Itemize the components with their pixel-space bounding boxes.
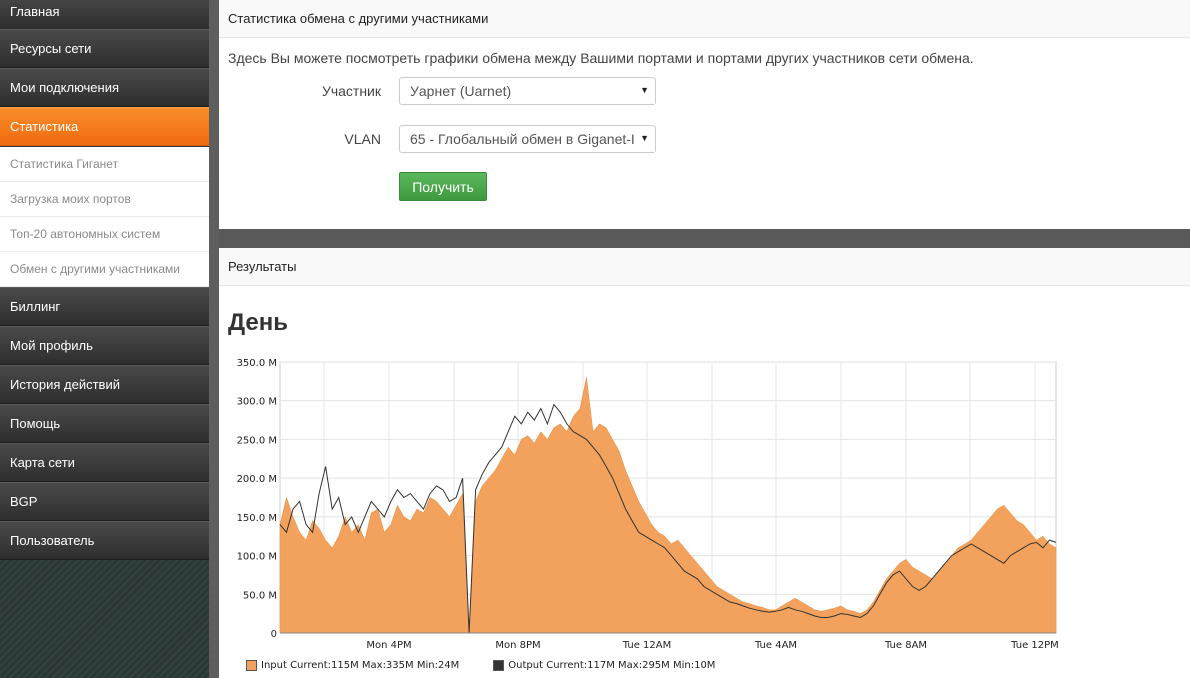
- y-tick-label: 350.0 M: [237, 358, 277, 369]
- sidebar-item-lower-5[interactable]: BGP: [0, 482, 209, 521]
- sidebar-item-0[interactable]: Главная: [0, 0, 209, 31]
- exchange-stats-panel: Статистика обмена с другими участниками …: [219, 0, 1190, 229]
- results-panel: Результаты День 350.0 M 300.0 M 250.0 M 200…: [219, 248, 1190, 678]
- traffic-chart: 350.0 M 300.0 M 250.0 M 200.0 M 150.0 M 100.0…: [228, 354, 1068, 678]
- input-legend-swatch: [246, 660, 257, 671]
- sidebar-item-2[interactable]: Мои подключения: [0, 68, 209, 107]
- submit-button[interactable]: Получить: [399, 172, 487, 201]
- vlan-select-value: 65 - Глобальный обмен в Giganet-I: [410, 131, 635, 147]
- sidebar-item-3[interactable]: Статистика: [0, 107, 209, 146]
- sidebar-item-lower-6[interactable]: Пользователь: [0, 521, 209, 560]
- sidebar: Главная Ресурсы сети Мои подключения Статис…: [0, 0, 209, 678]
- sidebar-subitem-1[interactable]: Загрузка моих портов: [0, 182, 209, 217]
- chevron-down-icon: ▼: [640, 85, 649, 95]
- chart-legend: Input Current:115M Max:335M Min:24M Outp…: [246, 660, 725, 671]
- y-tick-label: 100.0 M: [237, 552, 277, 563]
- x-tick-label: Tue 12PM: [1010, 640, 1059, 651]
- participant-select-value: Уарнет (Uarnet): [410, 83, 512, 99]
- y-tick-label: 50.0 M: [243, 590, 277, 601]
- traffic-chart-svg: 350.0 M 300.0 M 250.0 M 200.0 M 150.0 M 100.0…: [237, 358, 1059, 651]
- x-tick-label: Mon 8PM: [495, 640, 540, 651]
- sidebar-item-1[interactable]: Ресурсы сети: [0, 29, 209, 68]
- panel-title: Статистика обмена с другими участниками: [219, 0, 1190, 38]
- sidebar-item-lower-2[interactable]: История действий: [0, 365, 209, 404]
- x-tick-label: Tue 4AM: [754, 640, 797, 651]
- sidebar-subitem-0[interactable]: Статистика Гиганет: [0, 147, 209, 182]
- vlan-select[interactable]: 65 - Глобальный обмен в Giganet-I ▼: [399, 125, 656, 153]
- y-tick-label: 250.0 M: [237, 435, 277, 446]
- sidebar-subitem-2[interactable]: Топ-20 автономных систем: [0, 217, 209, 252]
- x-tick-label: Tue 8AM: [884, 640, 927, 651]
- panel-description: Здесь Вы можете посмотреть графики обмен…: [228, 50, 974, 66]
- input-legend-text: Input Current:115M Max:335M Min:24M: [261, 660, 460, 671]
- output-legend-text: Output Current:117M Max:295M Min:10M: [508, 660, 716, 671]
- output-legend-swatch: [493, 660, 505, 671]
- x-tick-label: Mon 4PM: [366, 640, 411, 651]
- sidebar-divider: [209, 0, 219, 678]
- y-tick-label: 200.0 M: [237, 474, 277, 485]
- chevron-down-icon: ▼: [640, 133, 649, 143]
- sidebar-item-lower-1[interactable]: Мой профиль: [0, 326, 209, 365]
- sidebar-item-lower-0[interactable]: Биллинг: [0, 287, 209, 326]
- sidebar-subitem-3[interactable]: Обмен с другими участниками: [0, 252, 209, 287]
- participant-label: Участник: [321, 83, 381, 99]
- output-series-line: [279, 403, 1057, 634]
- sidebar-item-lower-4[interactable]: Карта сети: [0, 443, 209, 482]
- y-tick-label: 300.0 M: [237, 397, 277, 408]
- x-tick-label: Tue 12AM: [622, 640, 671, 651]
- vlan-label: VLAN: [344, 131, 381, 147]
- period-title: День: [228, 309, 288, 336]
- participant-select[interactable]: Уарнет (Uarnet) ▼: [399, 77, 656, 105]
- sidebar-background-pattern: [0, 559, 209, 678]
- y-tick-label: 150.0 M: [237, 513, 277, 524]
- results-header: Результаты: [219, 248, 1190, 286]
- sidebar-item-lower-3[interactable]: Помощь: [0, 404, 209, 443]
- y-tick-label: 0: [271, 629, 277, 640]
